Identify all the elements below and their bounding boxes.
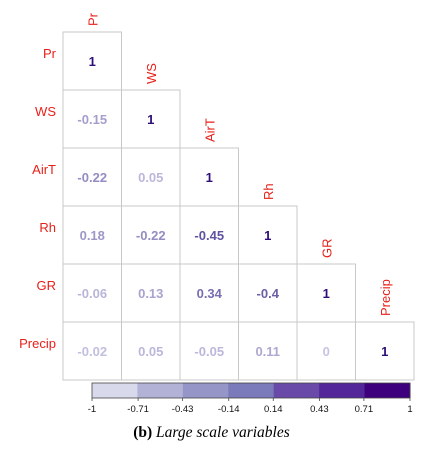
cell-Precip-AirT xyxy=(179,321,239,381)
cell-values: 1 -0.15 1 -0.22 0.05 1 0.18 -0.22 -0.45 1 -0.06 0.1… xyxy=(77,54,388,359)
cell-value-Rh-Rh: 1 xyxy=(264,228,271,243)
cell-value-Rh-Pr: 0.18 xyxy=(80,228,105,243)
column-label-Pr: Pr xyxy=(85,12,100,26)
row-label-GR: GR xyxy=(37,278,57,293)
row-label-AirT: AirT xyxy=(32,162,56,177)
colorbar-tick-label: -0.71 xyxy=(127,404,149,415)
colorbar-segment xyxy=(92,383,138,398)
cell-value-AirT-WS: 0.05 xyxy=(138,170,163,185)
cell-value-GR-Rh: -0.4 xyxy=(257,286,280,301)
cell-Precip-Precip xyxy=(355,321,415,381)
cell-value-Pr-Pr: 1 xyxy=(89,54,96,69)
column-label-Precip: Precip xyxy=(378,279,393,316)
colorbar-tick-label: -0.43 xyxy=(172,404,194,415)
cell-value-WS-Pr: -0.15 xyxy=(77,112,107,127)
cell-value-WS-WS: 1 xyxy=(147,112,154,127)
column-label-GR: GR xyxy=(319,239,334,259)
cell-Precip-Rh xyxy=(238,321,298,381)
colorbar-segment xyxy=(319,383,366,398)
cell-value-Precip-Precip: 1 xyxy=(381,344,388,359)
colorbar-segment xyxy=(364,383,411,398)
colorbar-segment xyxy=(137,383,184,398)
cell-WS-Pr xyxy=(62,89,122,149)
row-label-Pr: Pr xyxy=(43,46,57,61)
cell-value-Precip-AirT: -0.05 xyxy=(194,344,224,359)
cell-value-Rh-WS: -0.22 xyxy=(136,228,166,243)
caption-text: Large scale variables xyxy=(156,424,290,441)
correlation-grid xyxy=(62,31,415,381)
cell-value-Precip-GR: 0 xyxy=(323,344,330,359)
colorbar-tick-label: 1 xyxy=(407,404,412,415)
colorbar-segment xyxy=(228,383,275,398)
cell-Rh-Rh xyxy=(238,205,298,265)
cell-Precip-Pr xyxy=(62,321,122,381)
column-label-Rh: Rh xyxy=(261,183,276,200)
row-labels: Pr WS AirT Rh GR Precip xyxy=(19,46,57,351)
row-label-Precip: Precip xyxy=(19,336,56,351)
cell-WS-WS xyxy=(121,89,181,149)
cell-value-Precip-Rh: 0.11 xyxy=(255,344,280,359)
column-label-WS: WS xyxy=(144,63,159,84)
cell-value-Precip-WS: 0.05 xyxy=(138,344,163,359)
colorbar-tick-label: 0.14 xyxy=(264,404,283,415)
figure-caption: (b) Large scale variables xyxy=(0,424,423,442)
cell-value-AirT-Pr: -0.22 xyxy=(77,170,107,185)
colorbar: -1 -0.71 -0.43 -0.14 0.14 0.43 0.71 1 xyxy=(88,382,413,415)
colorbar-segment xyxy=(273,383,320,398)
cell-Rh-WS xyxy=(121,205,181,265)
colorbar-tick-label: -0.14 xyxy=(218,404,240,415)
column-labels: Pr WS AirT Rh GR Precip xyxy=(85,12,393,316)
cell-value-Precip-Pr: -0.02 xyxy=(77,344,107,359)
row-label-WS: WS xyxy=(35,104,56,119)
cell-value-GR-Pr: -0.06 xyxy=(77,286,107,301)
cell-GR-Rh xyxy=(238,263,298,323)
cell-value-AirT-AirT: 1 xyxy=(206,170,213,185)
cell-value-GR-GR: 1 xyxy=(323,286,330,301)
cell-value-GR-WS: 0.13 xyxy=(138,286,163,301)
cell-AirT-AirT xyxy=(179,147,239,207)
cell-Precip-WS xyxy=(121,321,181,381)
colorbar-segment xyxy=(182,383,229,398)
cell-Pr-Pr xyxy=(62,31,122,91)
colorbar-tick-label: 0.71 xyxy=(355,404,374,415)
cell-value-Rh-AirT: -0.45 xyxy=(194,228,224,243)
colorbar-tick-label: -1 xyxy=(88,404,96,415)
row-label-Rh: Rh xyxy=(39,220,56,235)
column-label-AirT: AirT xyxy=(202,118,217,142)
cell-GR-WS xyxy=(121,263,181,323)
colorbar-frame xyxy=(91,382,411,399)
cell-value-GR-AirT: 0.34 xyxy=(197,286,223,301)
colorbar-tick-label: 0.43 xyxy=(310,404,329,415)
cell-Precip-GR xyxy=(296,321,356,381)
caption-tag: (b) xyxy=(133,424,153,441)
